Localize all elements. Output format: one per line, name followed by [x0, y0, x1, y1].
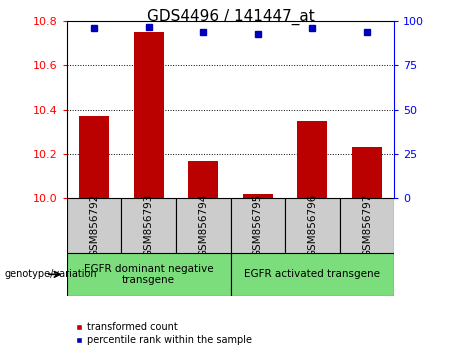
Bar — [67, 253, 230, 296]
Text: GSM856792: GSM856792 — [89, 194, 99, 257]
Bar — [188, 161, 218, 198]
Text: GSM856796: GSM856796 — [307, 194, 317, 257]
Bar — [285, 198, 340, 253]
Text: GSM856795: GSM856795 — [253, 194, 263, 257]
Legend: transformed count, percentile rank within the sample: transformed count, percentile rank withi… — [72, 319, 256, 349]
Bar — [297, 121, 327, 198]
Text: GSM856793: GSM856793 — [144, 194, 154, 257]
Text: EGFR dominant negative
transgene: EGFR dominant negative transgene — [84, 263, 213, 285]
Bar — [176, 198, 230, 253]
Bar — [340, 198, 394, 253]
Bar — [79, 116, 109, 198]
Bar — [134, 32, 164, 198]
Bar — [243, 194, 273, 198]
Text: genotype/variation: genotype/variation — [5, 269, 97, 279]
Bar — [121, 198, 176, 253]
Text: GDS4496 / 141447_at: GDS4496 / 141447_at — [147, 9, 314, 25]
Text: GSM856797: GSM856797 — [362, 194, 372, 257]
Text: GSM856794: GSM856794 — [198, 194, 208, 257]
Text: EGFR activated transgene: EGFR activated transgene — [244, 269, 380, 279]
Bar — [67, 198, 121, 253]
Bar — [352, 147, 382, 198]
Bar — [230, 198, 285, 253]
Bar — [230, 253, 394, 296]
